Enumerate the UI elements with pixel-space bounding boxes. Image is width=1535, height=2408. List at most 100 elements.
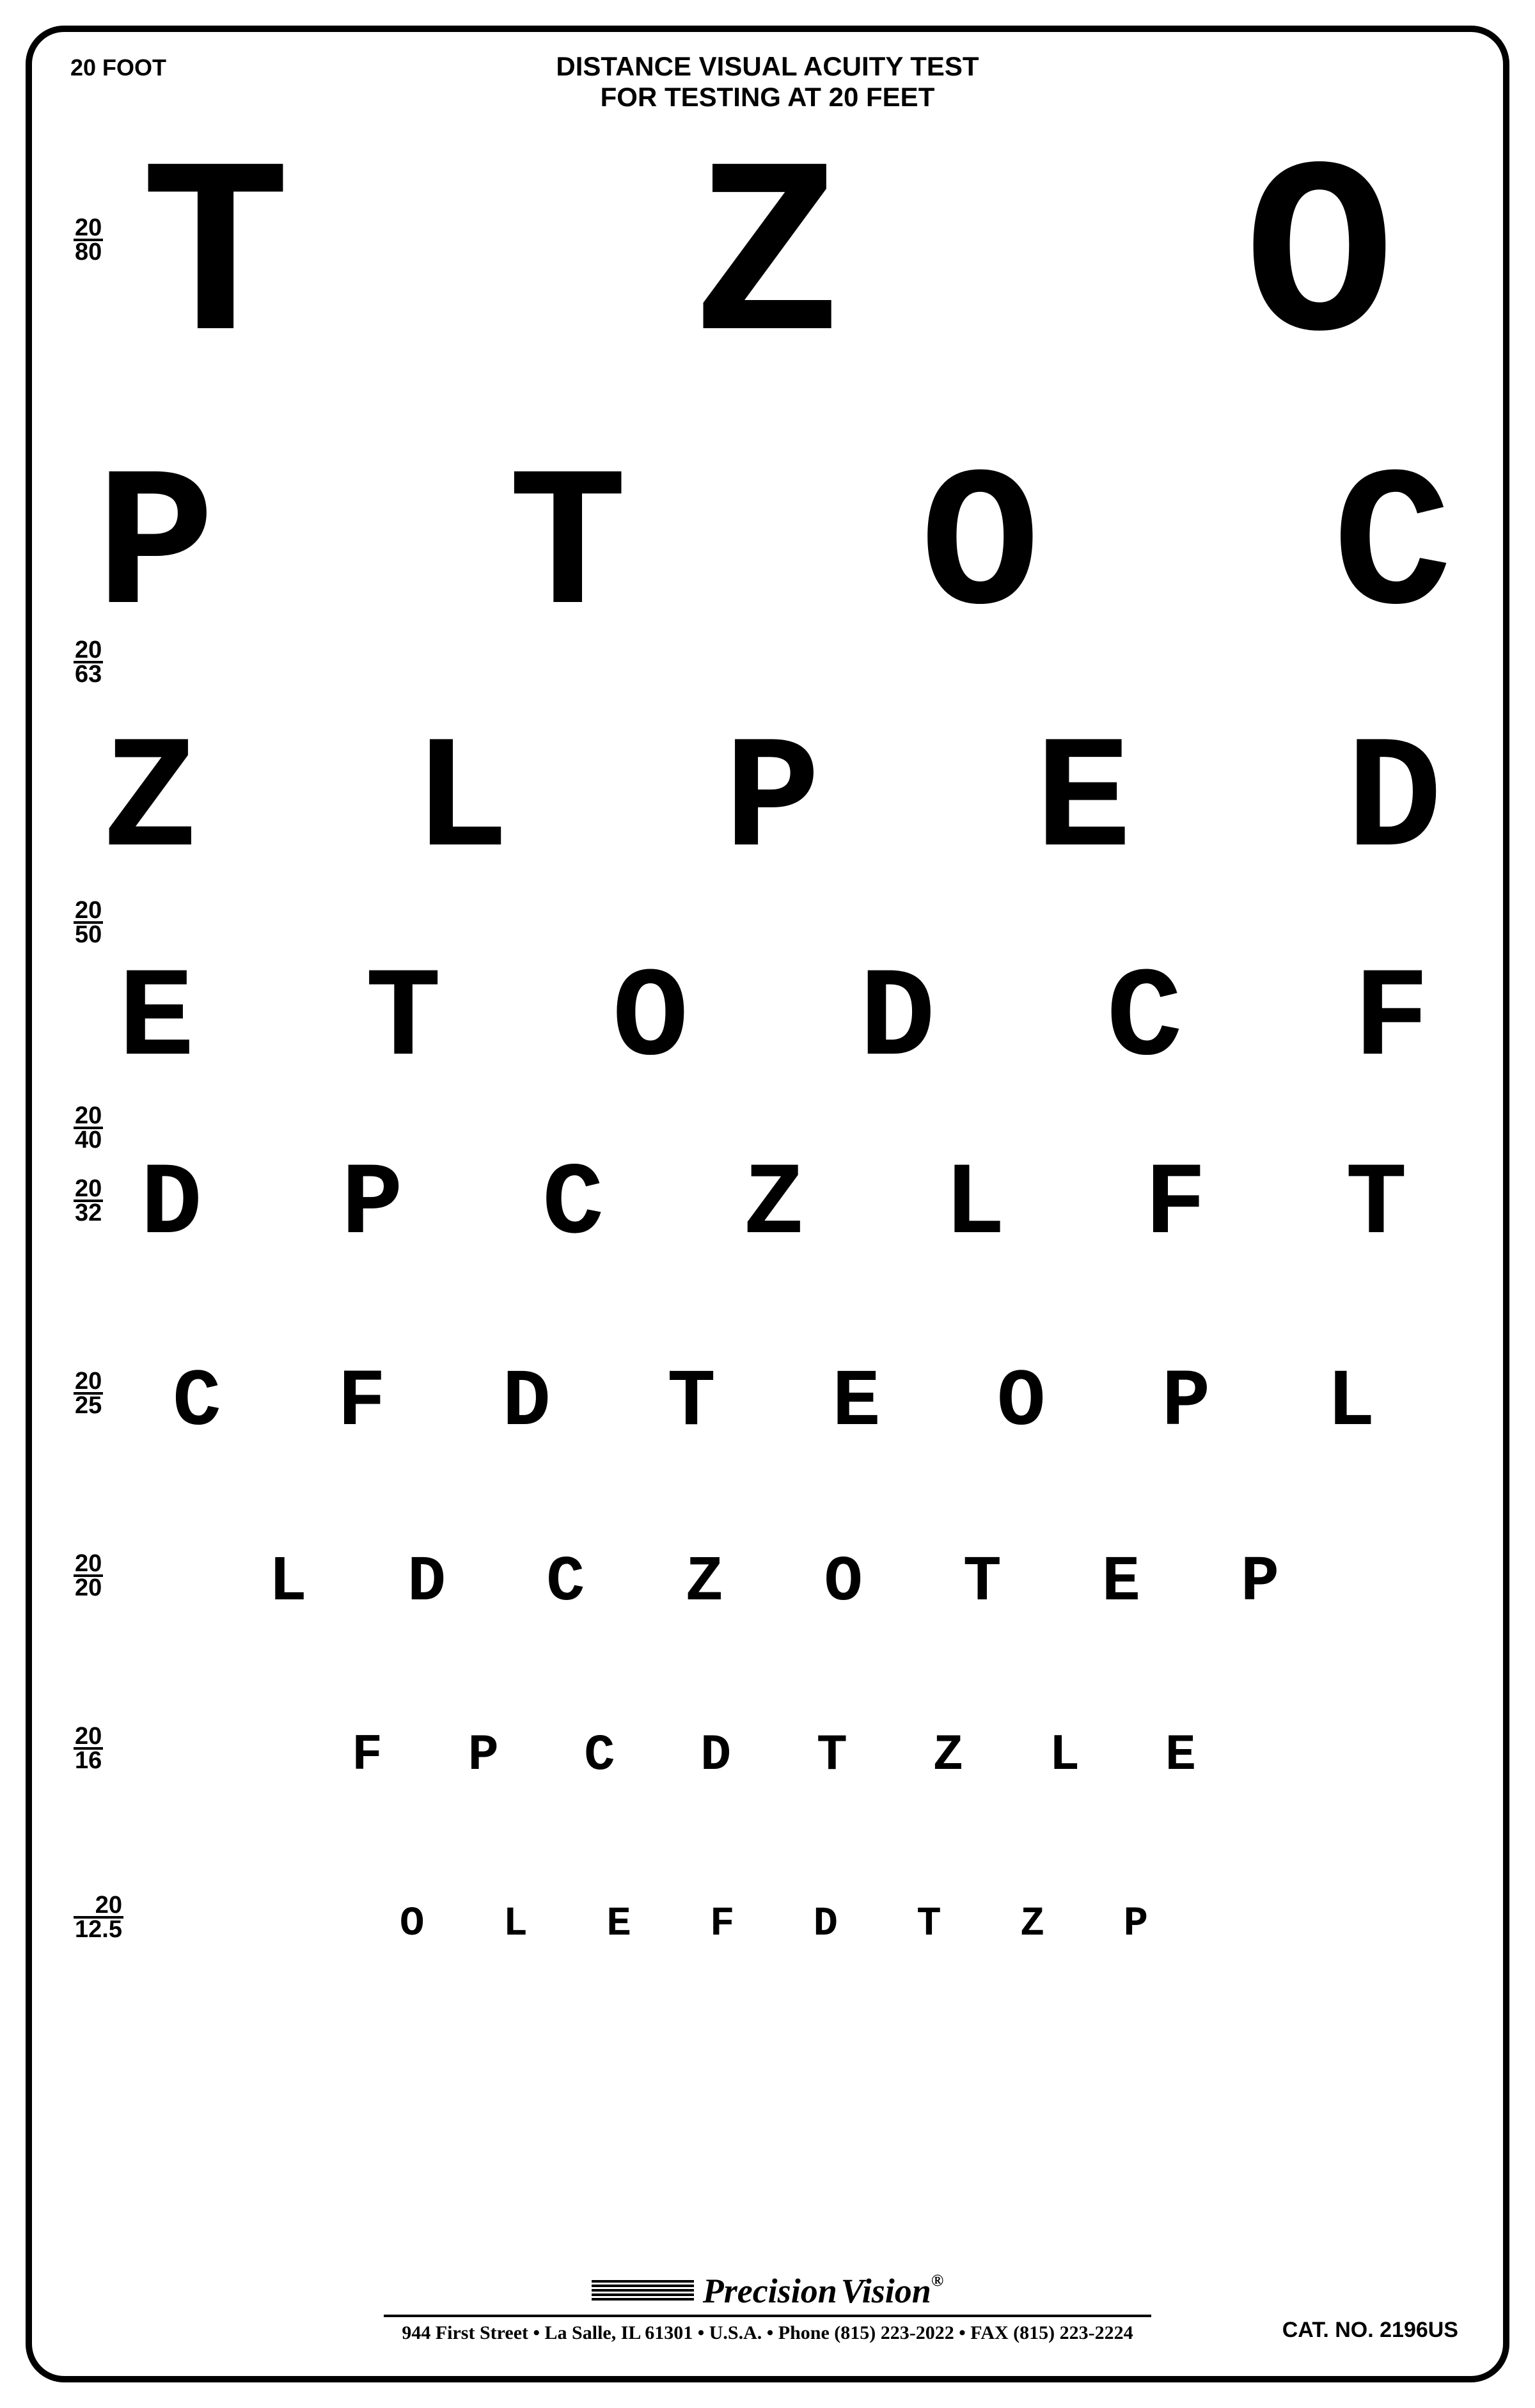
letters-row: DPCZLFT xyxy=(141,1152,1407,1260)
title-line-1: DISTANCE VISUAL ACUITY TEST xyxy=(32,51,1503,82)
acuity-numerator: 20 xyxy=(74,900,103,924)
chart-row: 2016 F P C D T Z L E xyxy=(32,1727,1503,1785)
footer-brand: PrecisionVision® xyxy=(592,2271,944,2311)
letters-row: PTOC xyxy=(96,448,1452,653)
optotype-letter: Z xyxy=(933,1731,964,1782)
title-line-2: FOR TESTING AT 20 FEET xyxy=(32,82,1503,113)
optotype-letter: T xyxy=(1346,1155,1407,1257)
optotype-letter: D xyxy=(141,1155,202,1257)
optotype-letter: C xyxy=(173,1363,221,1443)
optotype-letter: O xyxy=(824,1551,863,1615)
optotype-letter: Z xyxy=(685,1551,723,1615)
optotype-letter: C xyxy=(546,1551,585,1615)
optotype-letter: D xyxy=(700,1731,731,1782)
brand-reg: ® xyxy=(931,2271,943,2290)
acuity-numerator: 20 xyxy=(74,218,103,241)
optotype-letter: P xyxy=(1124,1904,1148,1945)
optotype-letter: O xyxy=(1245,138,1394,387)
optotype-letter: L xyxy=(944,1155,1005,1257)
optotype-letter: T xyxy=(963,1551,1002,1615)
optotype-letter: E xyxy=(1035,723,1131,883)
optotype-letter: L xyxy=(1326,1363,1375,1443)
catalog-number: CAT. NO. 2196US xyxy=(1282,2318,1458,2343)
optotype-letter: Z xyxy=(693,138,842,387)
chart-row: 2050ZLPED xyxy=(32,720,1503,886)
optotype-letter: F xyxy=(338,1363,386,1443)
optotype-letter: Z xyxy=(102,723,198,883)
acuity-numerator: 20 xyxy=(74,1553,103,1577)
optotype-letter: F xyxy=(1145,1155,1206,1257)
optotype-letter: O xyxy=(612,957,688,1084)
optotype-letter: T xyxy=(365,957,441,1084)
optotype-letter: P xyxy=(96,451,215,649)
brand-word-2: Vision xyxy=(841,2272,931,2310)
optotype-letter: D xyxy=(407,1551,446,1615)
chart-row: 2025 C F D T E O P L xyxy=(32,1359,1503,1446)
acuity-denominator: 80 xyxy=(74,241,103,262)
optotype-letter: L xyxy=(1049,1731,1080,1782)
chart-row: 2063PTOC xyxy=(32,448,1503,653)
optotype-letter: F xyxy=(352,1731,382,1782)
optotype-letter: D xyxy=(503,1363,551,1443)
acuity-denominator: 12.5 xyxy=(74,1919,123,1940)
optotype-letter: E xyxy=(1165,1731,1196,1782)
optotype-letter: C xyxy=(1106,957,1183,1084)
chart-body: 2080TZO2063PTOC2050ZLPED2040ETODCF2032DP… xyxy=(32,115,1503,2210)
footer-rule xyxy=(384,2315,1151,2317)
acuity-denominator: 20 xyxy=(74,1577,103,1598)
optotype-letter: T xyxy=(817,1731,847,1782)
chart-row: 2032 D P C Z L F T xyxy=(32,1152,1503,1260)
letters-row: OLEFDTZP xyxy=(400,1900,1148,1948)
optotype-letter: D xyxy=(1346,723,1442,883)
acuity-fraction: 2032 xyxy=(74,1178,103,1224)
acuity-fraction: 2012.5 xyxy=(74,1895,123,1940)
acuity-denominator: 32 xyxy=(74,1202,103,1223)
brand-lines-icon xyxy=(592,2280,694,2302)
optotype-letter: P xyxy=(342,1155,403,1257)
acuity-fraction: 2020 xyxy=(74,1553,103,1599)
optotype-letter: P xyxy=(1162,1363,1211,1443)
optotype-letter: T xyxy=(667,1363,716,1443)
optotype-letter: F xyxy=(710,1904,734,1945)
optotype-letter: T xyxy=(508,451,627,649)
acuity-numerator: 20 xyxy=(74,1726,103,1750)
optotype-letter: E xyxy=(606,1904,631,1945)
optotype-letter: D xyxy=(860,957,936,1084)
acuity-denominator: 40 xyxy=(74,1129,103,1150)
acuity-numerator: 20 xyxy=(74,1895,123,1919)
optotype-letter: P xyxy=(468,1731,499,1782)
acuity-fraction: 2080 xyxy=(74,218,103,263)
optotype-letter: Z xyxy=(1020,1904,1044,1945)
optotype-letter: P xyxy=(1241,1551,1279,1615)
optotype-letter: O xyxy=(920,451,1039,649)
acuity-fraction: 2050 xyxy=(74,900,103,946)
optotype-letter: T xyxy=(141,138,290,387)
optotype-letter: E xyxy=(118,957,194,1084)
acuity-fraction: 2016 xyxy=(74,1726,103,1771)
optotype-letter: L xyxy=(503,1904,528,1945)
brand-word-1: Precision xyxy=(703,2272,837,2310)
optotype-letter: C xyxy=(542,1155,604,1257)
optotype-letter: P xyxy=(724,723,820,883)
chart-row: 2020LDCZOTEP xyxy=(32,1548,1503,1619)
acuity-fraction: 2025 xyxy=(74,1371,103,1416)
optotype-letter: C xyxy=(1333,451,1452,649)
chart-frame: 20 F O O T DISTANCE VISUAL ACUITY TEST FOR … xyxy=(26,26,1509,2382)
acuity-numerator: 20 xyxy=(74,1371,103,1395)
chart-row: 2080 T Z O xyxy=(32,134,1503,390)
optotype-letter: L xyxy=(269,1551,307,1615)
optotype-letter: D xyxy=(814,1904,838,1945)
acuity-denominator: 16 xyxy=(74,1750,103,1771)
title-block: DISTANCE VISUAL ACUITY TEST FOR TESTING … xyxy=(32,51,1503,113)
optotype-letter: O xyxy=(997,1363,1046,1443)
acuity-denominator: 25 xyxy=(74,1395,103,1416)
acuity-denominator: 50 xyxy=(74,924,103,945)
letters-row: ETODCF xyxy=(118,953,1429,1088)
letters-row: FPCDTZLE xyxy=(352,1727,1196,1785)
optotype-letter: Z xyxy=(743,1155,805,1257)
chart-row: 2012.5OLEFDTZP xyxy=(32,1900,1503,1948)
acuity-fraction: 2040 xyxy=(74,1105,103,1151)
optotype-letter: C xyxy=(584,1731,615,1782)
optotype-letter: E xyxy=(832,1363,881,1443)
optotype-letter: T xyxy=(917,1904,941,1945)
